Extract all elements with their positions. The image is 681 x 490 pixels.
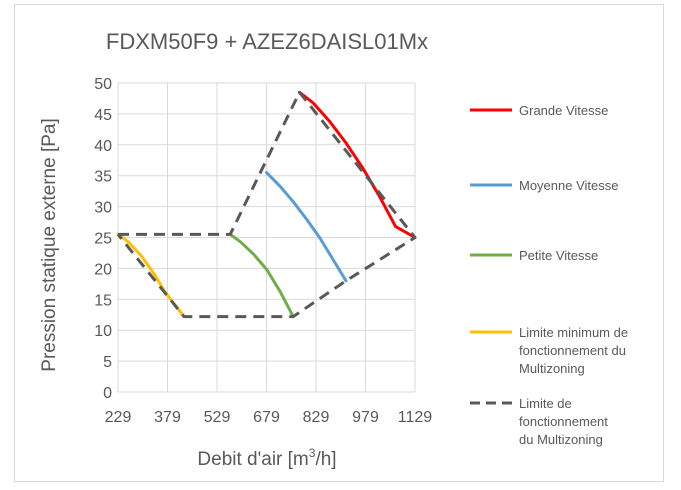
y-tick-label: 20 (94, 261, 112, 278)
y-tick-label: 0 (103, 385, 112, 402)
y-axis-label: Pression statique externe [Pa] (39, 118, 60, 371)
legend-label: Grande Vitesse (519, 103, 608, 118)
y-tick-label: 30 (94, 200, 112, 217)
x-tick-label: 529 (204, 409, 231, 426)
x-axis-label-superscript: 3 (309, 446, 316, 460)
series-line-limite-minimum-de-fonctionnement-du-multizoning (116, 232, 186, 319)
y-tick-label: 50 (94, 76, 112, 93)
x-axis-label-main: Debit d'air [m (197, 449, 308, 470)
chart-title: FDXM50F9 + AZEZ6DAISL01Mx (106, 29, 428, 54)
x-tick-label: 979 (352, 409, 379, 426)
y-tick-label: 25 (94, 231, 112, 248)
y-tick-label: 15 (94, 292, 112, 309)
x-tick-label: 229 (105, 409, 132, 426)
series (116, 90, 417, 319)
y-tick-label: 40 (94, 138, 112, 155)
series-line-petite-vitesse (228, 232, 295, 319)
grid (117, 82, 416, 393)
series-line-limite-de-fonctionnement-du-multizoning (116, 90, 417, 319)
legend-label: Limite minimum de fonctionnement du Multiz… (519, 325, 628, 376)
y-tick-label: 35 (94, 169, 112, 186)
chart-svg: FDXM50F9 + AZEZ6DAISL01Mx 05101520253035… (39, 29, 628, 470)
x-axis-label: Debit d'air [m3/h] (197, 446, 336, 470)
legend: Grande Vitesse Moyenne Vitesse Petite Vite… (470, 103, 628, 447)
chart-frame: FDXM50F9 + AZEZ6DAISL01Mx 0 5 10 15 20 25 30 35… (14, 4, 664, 482)
series-line-moyenne-vitesse (265, 171, 348, 283)
x-tick-label: 679 (253, 409, 280, 426)
y-tick-label: 5 (103, 354, 112, 371)
x-tick-label: 379 (154, 409, 181, 426)
series-line-grande-vitesse (298, 90, 417, 239)
x-axis-label-end: /h] (315, 449, 336, 470)
legend-label: Petite Vitesse (519, 248, 598, 263)
axes: 0 5 10 15 20 25 30 35 40 45 50 229 379 529 679 829 979 11… (94, 76, 432, 426)
y-tick-label: 45 (94, 107, 112, 124)
x-tick-label: 1129 (398, 409, 433, 426)
legend-label: Limite de fonctionnement du Multizoning (519, 396, 608, 447)
y-tick-label: 10 (94, 323, 112, 340)
legend-label: Moyenne Vitesse (519, 178, 619, 193)
x-tick-label: 829 (303, 409, 330, 426)
